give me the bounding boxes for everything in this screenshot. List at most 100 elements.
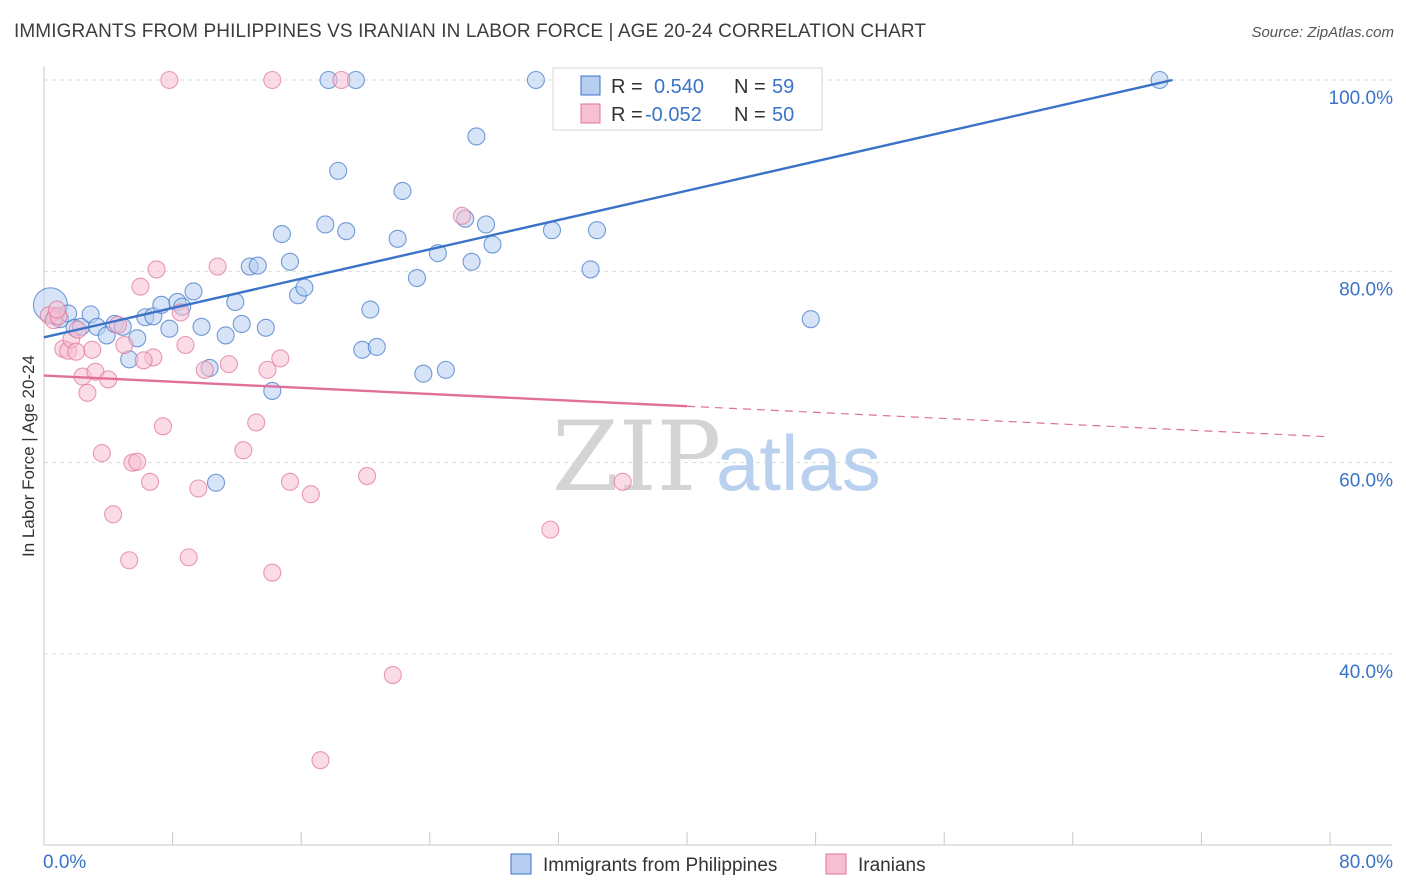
stats-r-label-1: R =	[611, 76, 643, 98]
point-1-25	[176, 335, 195, 355]
point-1-31	[247, 413, 266, 432]
point-1-38	[358, 467, 377, 486]
point-1-35	[280, 472, 299, 491]
point-0-51	[542, 221, 562, 240]
trend-extension-1	[686, 405, 1331, 438]
point-1-36	[301, 485, 320, 504]
watermark: ZIP atlas	[552, 401, 881, 513]
point-1-30	[234, 441, 253, 460]
source-label: Source: ZipAtlas.com	[1251, 24, 1394, 41]
y-tick-label-0: 40.0%	[1339, 662, 1393, 683]
point-0-31	[280, 252, 299, 271]
point-0-29	[263, 381, 282, 400]
point-1-39	[383, 665, 402, 685]
point-1-13	[104, 505, 123, 524]
point-1-34	[271, 349, 290, 368]
point-0-19	[184, 282, 203, 301]
point-1-43	[160, 70, 179, 90]
point-1-28	[195, 360, 214, 379]
point-1-27	[189, 479, 208, 498]
point-0-42	[407, 268, 426, 288]
point-0-45	[436, 360, 455, 379]
legend: Immigrants from Philippines Iranians	[510, 853, 926, 876]
watermark-atlas: atlas	[716, 419, 881, 507]
gridlines	[44, 79, 1392, 655]
stats-swatch-blue	[580, 75, 601, 96]
legend-label-philippines: Immigrants from Philippines	[543, 855, 777, 876]
point-1-19	[131, 277, 150, 296]
point-1-9	[83, 340, 102, 359]
point-1-29	[208, 257, 227, 276]
stats-r-value-1: 0.540	[654, 76, 704, 98]
legend-label-iranians: Iranians	[858, 855, 926, 876]
point-0-43	[414, 364, 433, 383]
point-0-25	[232, 314, 251, 334]
point-0-49	[477, 215, 496, 234]
point-0-35	[329, 161, 348, 180]
point-1-46	[47, 300, 66, 319]
point-1-22	[147, 260, 166, 279]
chart-title: IMMIGRANTS FROM PHILIPPINES VS IRANIAN I…	[14, 21, 927, 42]
stats-r-label-2: R =	[611, 104, 643, 126]
point-0-57	[526, 70, 545, 90]
point-1-18	[128, 452, 147, 471]
point-0-36	[337, 222, 356, 241]
point-1-15	[115, 335, 134, 355]
point-0-40	[388, 229, 407, 248]
point-0-54	[801, 310, 820, 329]
y-tick-label-3: 100.0%	[1329, 88, 1394, 109]
stats-swatch-pink	[580, 103, 601, 124]
trend-lines	[43, 78, 1331, 438]
stats-n-label-2: N =	[734, 104, 766, 126]
stats-n-value-2: 50	[772, 104, 794, 126]
point-1-45	[332, 70, 351, 90]
stats-n-label-1: N =	[734, 76, 766, 98]
point-1-49	[219, 355, 238, 374]
point-0-27	[248, 256, 267, 275]
point-1-20	[141, 472, 160, 491]
y-tick-label-1: 60.0%	[1339, 471, 1393, 492]
point-0-30	[272, 224, 291, 244]
watermark-zip: ZIP	[552, 401, 721, 513]
point-1-42	[613, 472, 632, 491]
point-0-50	[483, 235, 502, 254]
point-1-44	[263, 70, 282, 90]
trend-line-0	[43, 78, 1173, 339]
point-0-48	[467, 127, 486, 146]
point-0-38	[361, 300, 380, 319]
point-1-32	[258, 360, 277, 379]
stats-n-value-1: 59	[772, 76, 794, 98]
point-1-37	[311, 751, 330, 770]
y-axis-label: In Labor Force | Age 20-24	[19, 355, 38, 557]
series-1-points	[39, 70, 632, 770]
legend-swatch-philippines	[510, 853, 532, 875]
point-0-20	[192, 317, 211, 336]
point-1-48	[134, 351, 153, 370]
x-tick-max: 80.0%	[1339, 852, 1393, 873]
point-1-26	[179, 548, 198, 567]
point-1-16	[120, 551, 139, 570]
y-tick-labels: 40.0% 60.0% 80.0% 100.0%	[1329, 88, 1394, 683]
point-0-41	[393, 181, 412, 201]
point-1-47	[67, 342, 86, 361]
stats-box: R = 0.540 N = 59 R = -0.052 N = 50	[552, 67, 823, 131]
point-1-8	[78, 383, 97, 402]
point-0-47	[462, 252, 481, 271]
point-1-23	[153, 417, 173, 436]
axes	[43, 66, 1392, 846]
point-0-16	[160, 319, 179, 338]
point-0-22	[206, 473, 226, 492]
point-0-33	[295, 278, 314, 297]
point-1-40	[452, 206, 472, 225]
point-0-52	[581, 260, 600, 279]
point-0-39	[367, 337, 386, 356]
point-0-28	[256, 318, 275, 337]
y-tick-label-2: 80.0%	[1339, 279, 1393, 300]
stats-r-value-2: -0.052	[645, 104, 702, 126]
trend-line-1	[43, 374, 688, 408]
point-1-33	[263, 563, 282, 582]
point-1-11	[92, 444, 111, 463]
x-tick-min: 0.0%	[43, 852, 86, 873]
point-0-23	[216, 326, 235, 345]
